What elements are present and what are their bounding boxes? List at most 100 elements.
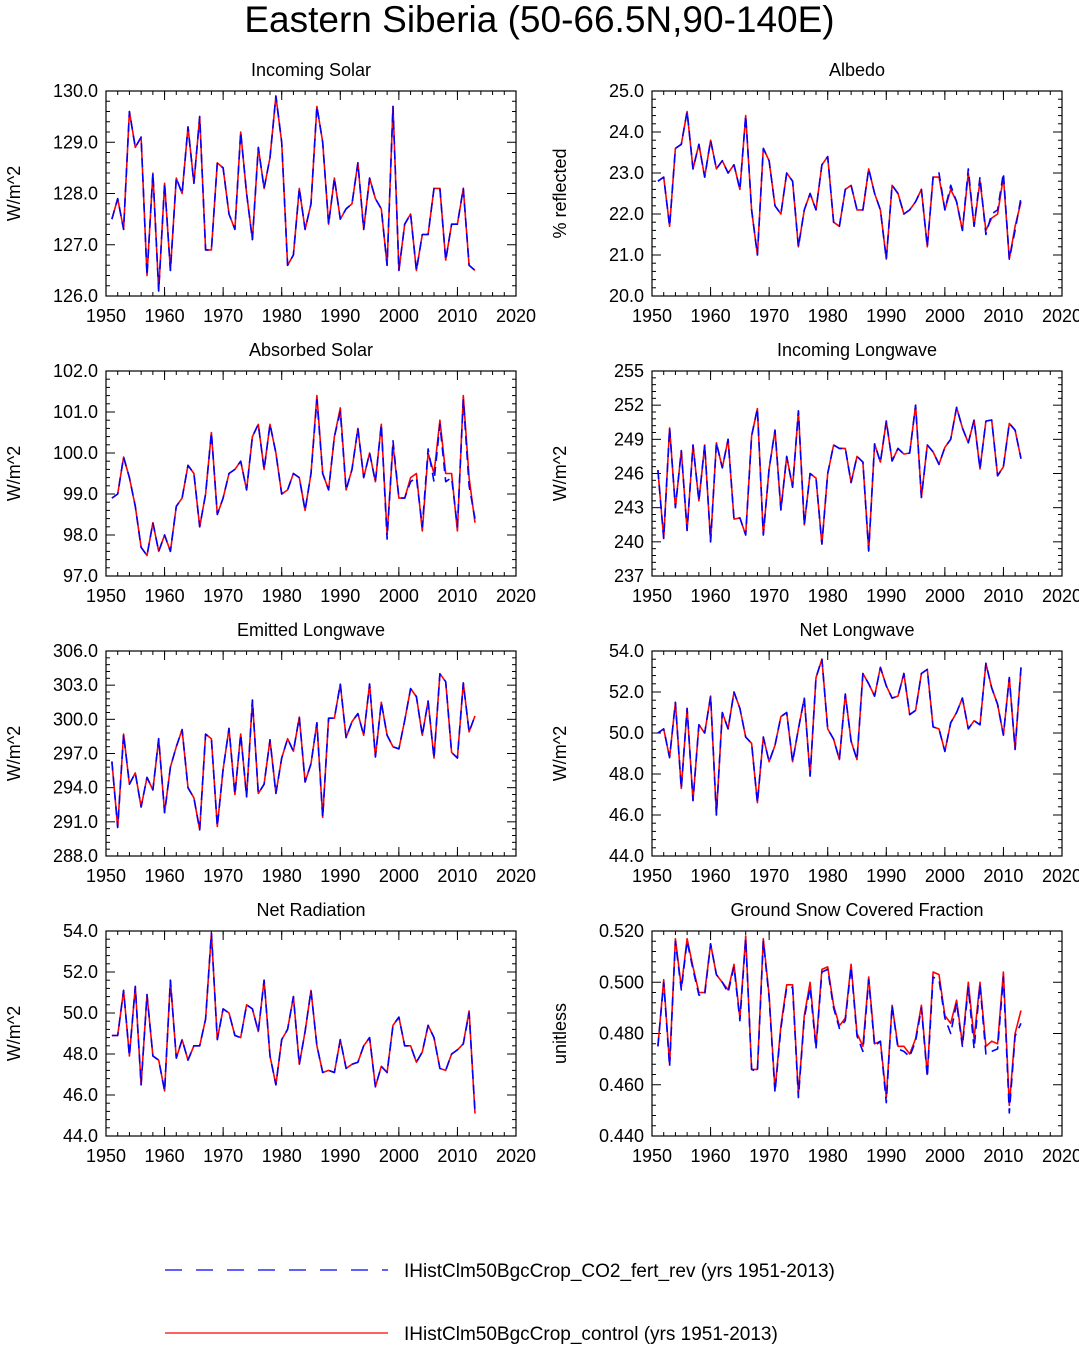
- y-tick-label: 128.0: [53, 184, 98, 204]
- legend-label-control: IHistClm50BgcCrop_control (yrs 1951-2013…: [404, 1324, 778, 1345]
- y-axis-label: W/m^2: [4, 1006, 24, 1061]
- chart-title: Net Radiation: [256, 900, 365, 920]
- x-tick-label: 1950: [632, 306, 672, 326]
- plot-frame: [651, 650, 1063, 857]
- y-tick-label: 249: [614, 429, 644, 449]
- y-tick-label: 21.0: [609, 245, 644, 265]
- x-tick-label: 1980: [808, 586, 848, 606]
- x-tick-label: 1950: [632, 586, 672, 606]
- x-tick-label: 1960: [691, 586, 731, 606]
- y-tick-label: 294.0: [53, 778, 98, 798]
- y-tick-label: 98.0: [63, 525, 98, 545]
- y-tick-label: 97.0: [63, 566, 98, 586]
- x-tick-label: 2000: [925, 306, 965, 326]
- plot-frame: [105, 90, 517, 297]
- x-tick-label: 1980: [262, 306, 302, 326]
- x-tick-label: 2010: [983, 866, 1023, 886]
- y-tick-label: 300.0: [53, 709, 98, 729]
- series-line-co2-fert-rev: [657, 658, 1022, 816]
- y-tick-label: 0.500: [599, 972, 644, 992]
- x-tick-label: 2010: [983, 1146, 1023, 1166]
- y-tick-label: 297.0: [53, 744, 98, 764]
- chart-title: Incoming Longwave: [777, 340, 937, 360]
- x-tick-label: 2000: [379, 306, 419, 326]
- x-tick-label: 1960: [145, 306, 185, 326]
- y-tick-label: 246: [614, 464, 644, 484]
- x-tick-label: 1950: [86, 866, 126, 886]
- chart-title: Albedo: [829, 60, 885, 80]
- series-line-co2-fert-rev: [111, 932, 476, 1112]
- x-tick-label: 1970: [203, 586, 243, 606]
- x-tick-label: 2000: [925, 586, 965, 606]
- y-tick-label: 303.0: [53, 675, 98, 695]
- y-tick-label: 243: [614, 498, 644, 518]
- chart-emitted-longwave: Emitted Longwave W/m^2 1950 1960 1970 1980 199…: [4, 620, 536, 886]
- x-tick-label: 1990: [866, 306, 906, 326]
- y-axis-label: W/m^2: [4, 726, 24, 781]
- chart-net-radiation: Net Radiation W/m^2 1950 1960 1970 1980 1990 20…: [4, 900, 536, 1166]
- chart-title: Net Longwave: [799, 620, 914, 640]
- chart-absorbed-solar: Absorbed Solar W/m^2 1950 1960 1970 1980 1990 2…: [4, 340, 536, 606]
- x-tick-label: 2020: [496, 586, 536, 606]
- y-tick-label: 306.0: [53, 641, 98, 661]
- x-tick-label: 2010: [437, 586, 477, 606]
- x-tick-label: 1970: [203, 1146, 243, 1166]
- y-tick-label: 22.0: [609, 204, 644, 224]
- series-line-control: [657, 935, 1022, 1107]
- x-tick-label: 1950: [86, 1146, 126, 1166]
- x-tick-label: 1980: [262, 586, 302, 606]
- chart-title: Emitted Longwave: [237, 620, 385, 640]
- x-tick-label: 2020: [1042, 306, 1079, 326]
- y-tick-label: 255: [614, 361, 644, 381]
- x-tick-label: 1970: [203, 306, 243, 326]
- x-tick-label: 1970: [749, 1146, 789, 1166]
- x-tick-label: 2000: [379, 1146, 419, 1166]
- y-tick-label: 237: [614, 566, 644, 586]
- y-tick-label: 129.0: [53, 132, 98, 152]
- x-tick-label: 2010: [437, 866, 477, 886]
- y-tick-label: 52.0: [609, 682, 644, 702]
- x-tick-label: 1970: [203, 866, 243, 886]
- y-tick-label: 252: [614, 395, 644, 415]
- chart-title: Absorbed Solar: [249, 340, 373, 360]
- y-tick-label: 52.0: [63, 962, 98, 982]
- y-tick-label: 100.0: [53, 443, 98, 463]
- chart-title: Ground Snow Covered Fraction: [730, 900, 983, 920]
- x-tick-label: 1980: [262, 1146, 302, 1166]
- x-tick-label: 1960: [691, 1146, 731, 1166]
- chart-albedo: Albedo % reflected 1950 1960 1970 1980 1990 200…: [550, 60, 1079, 326]
- legend-label-co2-fert-rev: IHistClm50BgcCrop_CO2_fert_rev (yrs 1951…: [404, 1261, 835, 1282]
- y-tick-label: 48.0: [63, 1044, 98, 1064]
- x-tick-label: 1960: [145, 866, 185, 886]
- x-tick-label: 2000: [925, 866, 965, 886]
- x-tick-label: 2010: [983, 586, 1023, 606]
- x-tick-label: 1980: [808, 1146, 848, 1166]
- series-line-co2-fert-rev: [657, 110, 1022, 260]
- y-tick-label: 48.0: [609, 764, 644, 784]
- y-tick-label: 46.0: [609, 805, 644, 825]
- x-tick-label: 2020: [1042, 586, 1079, 606]
- y-tick-label: 0.440: [599, 1126, 644, 1146]
- x-tick-label: 1970: [749, 586, 789, 606]
- y-tick-label: 25.0: [609, 81, 644, 101]
- y-tick-label: 127.0: [53, 235, 98, 255]
- y-tick-label: 126.0: [53, 286, 98, 306]
- y-tick-label: 0.520: [599, 921, 644, 941]
- series-line-co2-fert-rev: [111, 95, 476, 292]
- y-tick-label: 20.0: [609, 286, 644, 306]
- y-axis-label: % reflected: [550, 148, 570, 238]
- y-axis-label: W/m^2: [550, 446, 570, 501]
- x-tick-label: 1990: [320, 306, 360, 326]
- x-tick-label: 1970: [749, 306, 789, 326]
- series-line-control: [111, 95, 476, 292]
- x-tick-label: 1980: [808, 866, 848, 886]
- x-tick-label: 1990: [866, 586, 906, 606]
- series-line-control: [657, 658, 1022, 816]
- plot-frame: [105, 650, 517, 857]
- y-tick-label: 46.0: [63, 1085, 98, 1105]
- y-tick-label: 23.0: [609, 163, 644, 183]
- x-tick-label: 1990: [866, 1146, 906, 1166]
- plot-frame: [105, 370, 517, 577]
- x-tick-label: 1990: [866, 866, 906, 886]
